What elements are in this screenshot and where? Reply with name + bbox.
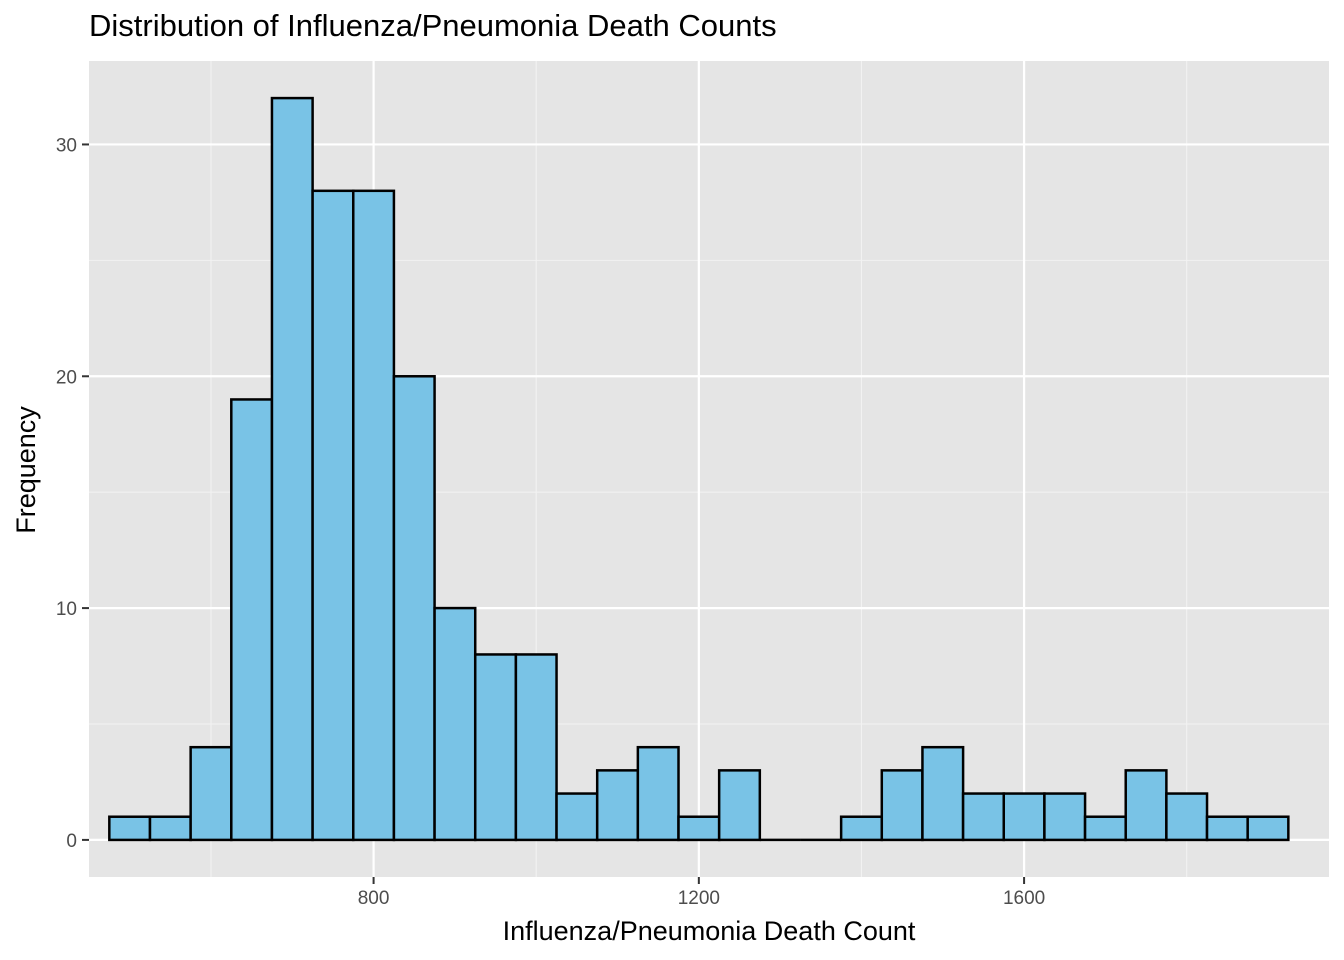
histogram-bar xyxy=(270,96,314,842)
histogram-bar xyxy=(595,769,640,842)
y-tick-label: 0 xyxy=(66,831,77,852)
histogram-bar xyxy=(961,792,1006,842)
y-axis: 0 10 20 30 xyxy=(56,135,89,852)
histogram-bar xyxy=(555,792,599,842)
y-tick-label: 10 xyxy=(56,599,77,620)
histogram-bar xyxy=(1165,792,1209,842)
histogram-bar xyxy=(392,375,436,842)
histogram-bar xyxy=(1205,815,1249,842)
histogram-bar xyxy=(1083,815,1127,842)
histogram-bar xyxy=(880,769,924,842)
histogram-bar xyxy=(839,815,884,842)
histogram-bar xyxy=(473,653,518,842)
histogram-bar xyxy=(1246,815,1290,842)
y-axis-label: Frequency xyxy=(11,406,41,534)
y-tick-label: 20 xyxy=(56,367,77,388)
histogram-bar xyxy=(352,189,396,842)
histogram-bar xyxy=(921,745,965,842)
histogram-bar xyxy=(230,398,274,842)
x-tick-label: 1600 xyxy=(1003,888,1045,909)
histogram-bar xyxy=(1043,792,1087,842)
histogram-bar xyxy=(433,606,477,842)
histogram-bar xyxy=(717,769,762,842)
histogram-bar xyxy=(108,815,152,842)
x-axis-label: Influenza/Pneumonia Death Count xyxy=(503,916,916,946)
x-tick-label: 800 xyxy=(358,888,390,909)
x-axis: 800 1200 1600 xyxy=(358,877,1045,909)
histogram-bar xyxy=(636,745,680,842)
histogram-bar xyxy=(189,745,233,842)
histogram-bars xyxy=(108,96,1290,842)
histogram-bar xyxy=(1002,792,1046,842)
chart-title: Distribution of Influenza/Pneumonia Deat… xyxy=(89,8,777,43)
histogram-bar xyxy=(148,815,192,842)
histogram-bar xyxy=(1124,769,1168,842)
x-tick-label: 1200 xyxy=(678,888,720,909)
histogram-bar xyxy=(311,189,355,842)
histogram-bar xyxy=(677,815,721,842)
y-tick-label: 30 xyxy=(56,135,77,156)
histogram-bar xyxy=(514,653,558,842)
